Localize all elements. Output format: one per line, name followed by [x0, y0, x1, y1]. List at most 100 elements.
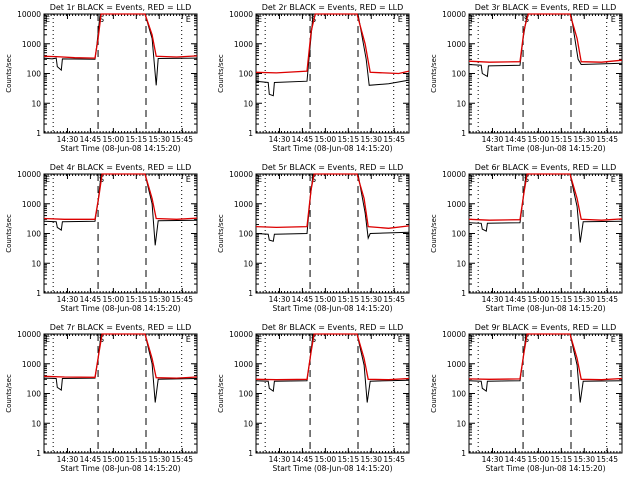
- y-tick-label: 1000: [447, 360, 466, 369]
- x-tick-label: 15:00: [103, 295, 125, 304]
- event-marker-label: S: [99, 15, 104, 24]
- y-tick-label: 100: [239, 230, 254, 239]
- event-marker-label: E: [257, 15, 262, 24]
- x-axis-label: Start Time (08-Jun-08 14:15:20): [486, 144, 606, 153]
- series-line-events: [43, 333, 198, 403]
- series-line-lld: [468, 333, 623, 381]
- series-line-lld: [43, 173, 198, 220]
- x-tick-label: 15:15: [125, 135, 147, 144]
- series-line-lld: [468, 13, 623, 63]
- x-axis-label: Start Time (08-Jun-08 14:15:20): [486, 304, 606, 313]
- x-tick-label: 15:30: [360, 135, 382, 144]
- x-tick-label: 15:00: [103, 455, 125, 464]
- chart-title: Det 7r BLACK = Events, RED = LLD: [50, 323, 192, 332]
- plot-frame: [43, 333, 198, 454]
- x-tick-label: 15:30: [360, 295, 382, 304]
- y-tick-label: 100: [239, 70, 254, 79]
- y-tick-label: 10000: [17, 330, 41, 339]
- y-tick-label: 10: [456, 419, 466, 428]
- event-marker-label: E: [257, 335, 262, 344]
- series-line-events: [43, 13, 198, 86]
- y-tick-label: 100: [27, 70, 42, 79]
- y-axis-label: Counts/sec: [5, 214, 13, 253]
- series-line-lld: [255, 173, 410, 229]
- y-axis-label: Counts/sec: [430, 54, 438, 93]
- x-tick-label: 14:45: [292, 295, 314, 304]
- x-axis-label: Start Time (08-Jun-08 14:15:20): [61, 144, 181, 153]
- event-marker-label: E: [470, 335, 475, 344]
- x-tick-label: 15:30: [573, 455, 595, 464]
- x-tick-label: 15:15: [550, 295, 572, 304]
- y-tick-label: 10000: [17, 170, 41, 179]
- x-tick-label: 15:00: [103, 135, 125, 144]
- y-tick-label: 100: [27, 230, 42, 239]
- x-axis-label: Start Time (08-Jun-08 14:15:20): [273, 144, 393, 153]
- y-axis-label: Counts/sec: [5, 374, 13, 413]
- x-tick-label: 14:30: [57, 455, 79, 464]
- x-tick-label: 15:15: [550, 455, 572, 464]
- series-line-events: [255, 333, 410, 403]
- chart-panel-1: Det 1r BLACK = Events, RED = LLD 1 10 100 10…: [5, 3, 198, 153]
- series-line-events: [255, 13, 410, 97]
- y-tick-label: 1000: [234, 40, 253, 49]
- x-tick-label: 15:15: [550, 135, 572, 144]
- x-tick-label: 15:00: [315, 455, 337, 464]
- y-tick-label: 1000: [22, 360, 41, 369]
- event-marker-label: E: [398, 15, 403, 24]
- x-tick-label: 15:45: [171, 135, 193, 144]
- x-tick-label: 14:45: [80, 135, 102, 144]
- x-tick-label: 14:45: [505, 295, 527, 304]
- x-tick-label: 15:00: [528, 455, 550, 464]
- series-line-lld: [43, 333, 198, 379]
- chart-title: Det 9r BLACK = Events, RED = LLD: [475, 323, 617, 332]
- y-tick-label: 1: [36, 449, 41, 458]
- chart-title: Det 5r BLACK = Events, RED = LLD: [262, 163, 404, 172]
- y-tick-label: 1: [248, 129, 253, 138]
- x-axis-label: Start Time (08-Jun-08 14:15:20): [61, 304, 181, 313]
- y-tick-label: 10: [31, 99, 41, 108]
- series-line-events: [468, 333, 623, 403]
- x-tick-label: 14:30: [482, 135, 504, 144]
- y-tick-label: 100: [27, 390, 42, 399]
- x-tick-label: 14:45: [80, 455, 102, 464]
- chart-title: Det 2r BLACK = Events, RED = LLD: [262, 3, 404, 12]
- chart-panel-2: Det 2r BLACK = Events, RED = LLD 1 10 100 10…: [217, 3, 410, 153]
- event-marker-label: E: [186, 335, 191, 344]
- y-tick-label: 1: [461, 289, 466, 298]
- chart-panel-3: Det 3r BLACK = Events, RED = LLD 1 10 100 10…: [430, 3, 623, 153]
- y-tick-label: 10: [456, 259, 466, 268]
- series-line-events: [255, 173, 410, 242]
- y-tick-label: 1: [461, 449, 466, 458]
- chart-title: Det 3r BLACK = Events, RED = LLD: [475, 3, 617, 12]
- x-tick-label: 15:30: [573, 295, 595, 304]
- y-tick-label: 1000: [447, 40, 466, 49]
- x-tick-label: 14:45: [292, 455, 314, 464]
- x-tick-label: 14:30: [269, 295, 291, 304]
- x-tick-label: 15:30: [360, 455, 382, 464]
- x-tick-label: 15:15: [125, 455, 147, 464]
- x-tick-label: 14:30: [57, 295, 79, 304]
- chart-panel-9: Det 9r BLACK = Events, RED = LLD 1 10 100 10…: [430, 323, 623, 473]
- event-marker-label: E: [186, 175, 191, 184]
- y-tick-label: 10000: [442, 10, 466, 19]
- y-tick-label: 100: [452, 230, 467, 239]
- y-tick-label: 1: [248, 289, 253, 298]
- y-tick-label: 10: [243, 99, 253, 108]
- x-tick-label: 15:15: [337, 455, 359, 464]
- x-tick-label: 15:15: [125, 295, 147, 304]
- y-tick-label: 10: [31, 419, 41, 428]
- series-line-lld: [468, 173, 623, 221]
- chart-panel-4: Det 4r BLACK = Events, RED = LLD 1 10 100 10…: [5, 163, 198, 313]
- y-axis-label: Counts/sec: [5, 54, 13, 93]
- x-tick-label: 15:00: [528, 295, 550, 304]
- x-tick-label: 15:45: [596, 135, 618, 144]
- chart-title: Det 1r BLACK = Events, RED = LLD: [50, 3, 192, 12]
- x-tick-label: 15:30: [148, 135, 170, 144]
- series-line-lld: [255, 13, 410, 75]
- y-axis-label: Counts/sec: [217, 374, 225, 413]
- plot-frame: [468, 333, 623, 454]
- y-tick-label: 1000: [22, 40, 41, 49]
- plot-frame: [255, 333, 410, 454]
- x-tick-label: 14:30: [269, 455, 291, 464]
- series-line-lld: [43, 13, 198, 59]
